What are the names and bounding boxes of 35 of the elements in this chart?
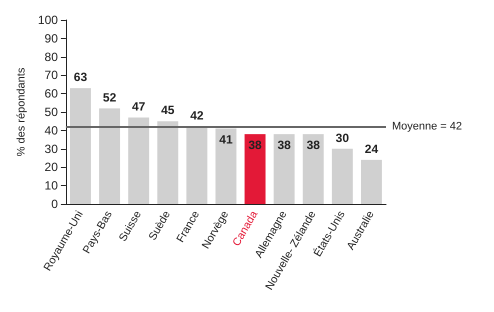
ref-line-label: Moyenne = 42	[392, 120, 462, 133]
data-label: 52	[102, 90, 117, 104]
bar	[244, 134, 266, 204]
bar	[157, 121, 178, 204]
data-label: 45	[161, 103, 175, 118]
y-axis-title: % des répondants	[16, 67, 28, 156]
data-label: 42	[190, 108, 204, 123]
data-label: 24	[364, 142, 378, 156]
data-label: 63	[74, 70, 88, 84]
y-tick-label: 90	[44, 31, 58, 46]
bar	[99, 108, 120, 204]
data-label: 41	[219, 132, 233, 147]
data-label: 38	[277, 138, 292, 152]
bar	[70, 88, 91, 204]
bar	[302, 134, 324, 204]
y-tick-label: 100	[38, 13, 58, 27]
y-tick-label: 50	[44, 105, 58, 119]
y-tick-label: 30	[44, 142, 58, 156]
y-tick-label: 60	[44, 86, 58, 101]
bar	[332, 148, 353, 204]
bar	[215, 128, 236, 204]
bar	[128, 118, 150, 204]
data-label: 47	[132, 100, 146, 114]
y-tick-label: 0	[51, 197, 58, 211]
bar	[186, 126, 208, 204]
bar	[360, 160, 382, 204]
y-tick-label: 20	[44, 160, 58, 174]
data-label: 38	[306, 138, 320, 152]
data-label: 30	[336, 130, 350, 145]
y-tick-label: 80	[44, 50, 58, 64]
bar	[274, 134, 295, 204]
y-tick-label: 10	[44, 178, 58, 193]
y-tick-label: 70	[44, 68, 58, 82]
y-tick-label: 40	[44, 123, 58, 138]
data-label: 38	[248, 138, 262, 152]
